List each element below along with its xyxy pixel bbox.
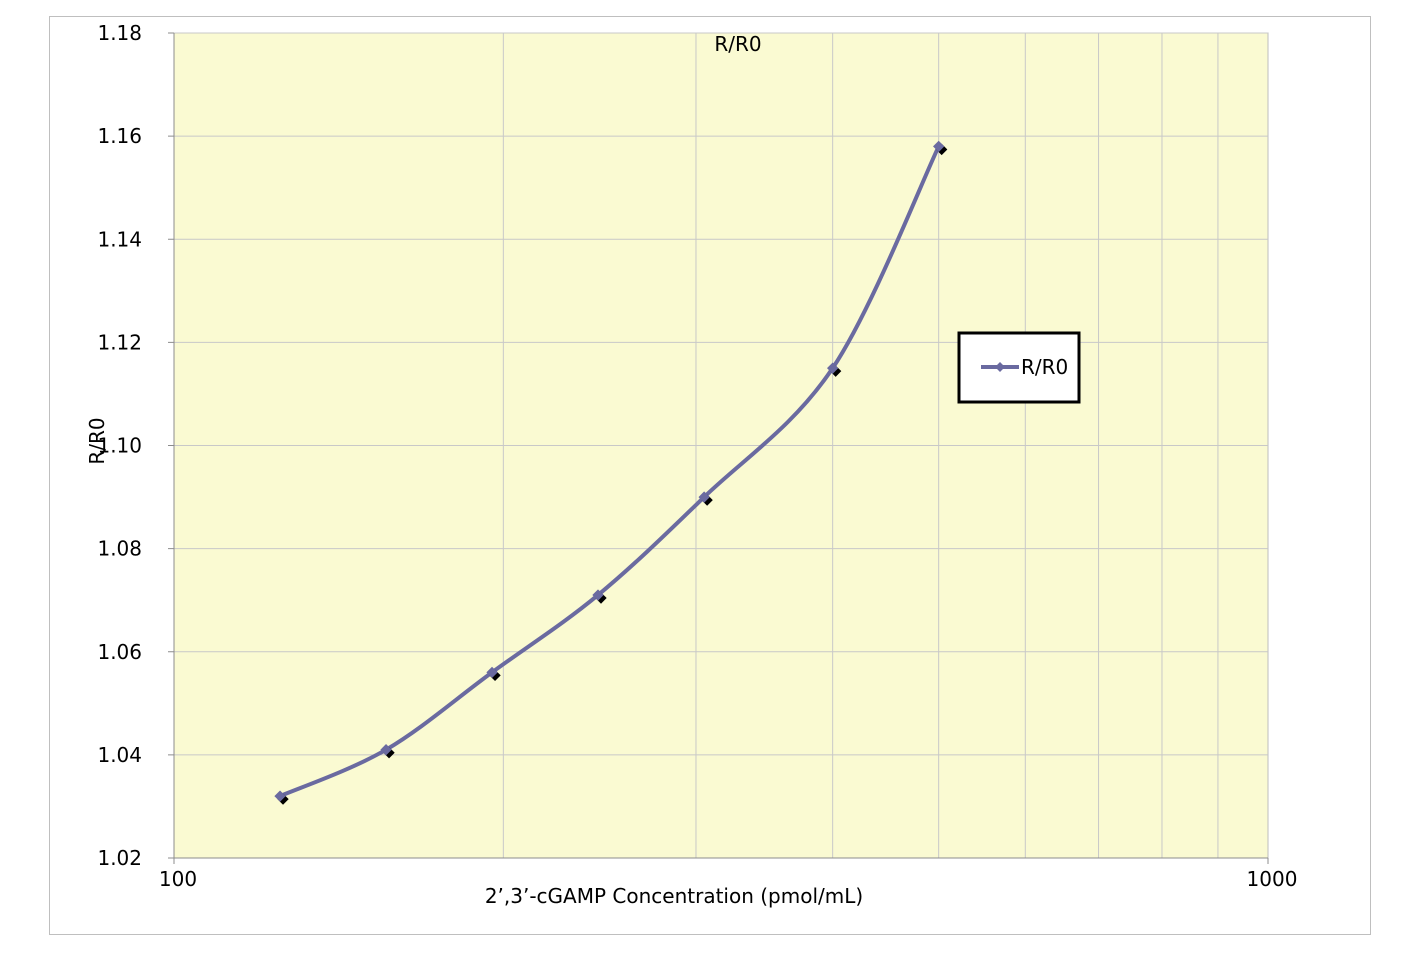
y-tick-label: 1.18 (97, 21, 142, 45)
x-tick-label: 1000 (1247, 867, 1298, 891)
y-tick-label: 1.14 (97, 227, 142, 251)
y-tick-label: 1.08 (97, 537, 142, 561)
series-r-r0 (274, 140, 948, 805)
y-tick-label: 1.10 (97, 434, 142, 458)
x-tick-labels: 100 1000 (159, 858, 1298, 891)
legend: R/R0 (957, 331, 1081, 404)
y-tick-label: 1.16 (97, 124, 142, 148)
y-tick-label: 1.02 (97, 846, 142, 870)
legend-marker-swatch (995, 362, 1005, 372)
data-point (592, 589, 604, 601)
chart: 1.02 1.04 1.06 1.08 1.10 1.12 1.14 1.16 1.18 100… (85, 21, 1298, 908)
y-tick-label: 1.12 (97, 330, 142, 354)
data-point (698, 491, 710, 503)
data-point (380, 744, 392, 756)
legend-label: R/R0 (1021, 355, 1068, 379)
data-point (274, 790, 286, 802)
series-line (278, 144, 941, 799)
y-axis-title: R/R0 (85, 417, 109, 464)
y-tick-labels: 1.02 1.04 1.06 1.08 1.10 1.12 1.14 1.16 1.18 (97, 21, 174, 870)
chart-frame: 1.02 1.04 1.06 1.08 1.10 1.12 1.14 1.16 1.18 100… (49, 16, 1371, 935)
grid-lines (174, 32, 1268, 858)
y-tick-label: 1.06 (97, 640, 142, 664)
y-tick-label: 1.04 (97, 743, 142, 767)
data-point (486, 666, 498, 679)
x-tick-label: 100 (159, 867, 197, 891)
data-point (826, 362, 839, 374)
x-axis-title: 2’,3’-cGAMP Concentration (pmol/mL) (485, 884, 863, 908)
chart-title: R/R0 (714, 32, 761, 56)
